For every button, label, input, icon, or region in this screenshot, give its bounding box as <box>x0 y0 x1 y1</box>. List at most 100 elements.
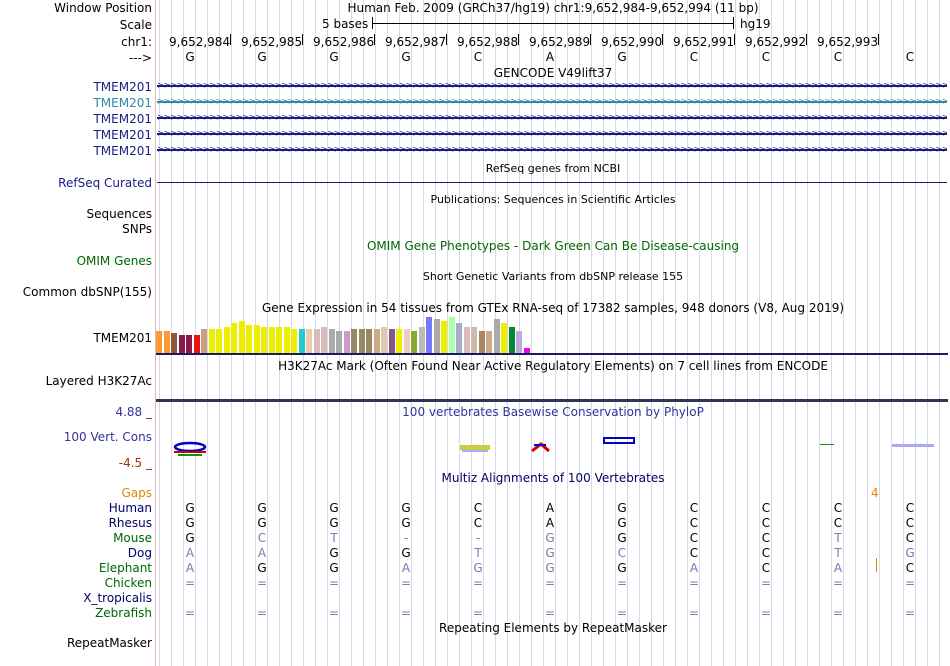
publications-track-title: Publications: Sequences in Scientific Ar… <box>430 193 676 206</box>
omim-genes-label[interactable]: OMIM Genes <box>76 254 152 268</box>
gtex-tissue-bar[interactable] <box>253 325 260 353</box>
gtex-tissue-bar[interactable] <box>178 335 185 353</box>
reference-base: G <box>185 50 195 64</box>
gtex-tissue-bar[interactable] <box>291 329 297 353</box>
gtex-tissue-bar[interactable] <box>366 329 372 353</box>
gtex-tissue-bar[interactable] <box>351 329 357 353</box>
cons-max-label: 4.88 _ <box>115 405 152 419</box>
gene-label-tmem201-1[interactable]: TMEM201 <box>93 80 152 94</box>
sequences-label[interactable]: Sequences <box>86 207 152 221</box>
gtex-tissue-bar[interactable] <box>426 317 432 353</box>
gtex-tissue-bar[interactable] <box>343 331 350 353</box>
refseq-gene-line[interactable] <box>157 182 947 183</box>
gene-strand-arrows: >>>>>>>>>>>>>>>>>>>>>>>>>>>>>>>>>>>>>>>>… <box>157 146 947 154</box>
gtex-tissue-bar[interactable] <box>456 323 462 353</box>
refseq-curated-label[interactable]: RefSeq Curated <box>58 176 152 190</box>
aligned-base: G <box>545 546 555 560</box>
gene-intron-line[interactable] <box>157 85 947 87</box>
aligned-base: T <box>834 531 842 545</box>
scale-label: Scale <box>119 18 152 32</box>
refseq-track-title: RefSeq genes from NCBI <box>485 162 621 175</box>
gtex-tissue-bar[interactable] <box>523 348 530 353</box>
gene-label-tmem201-4[interactable]: TMEM201 <box>93 128 152 142</box>
gtex-tissue-bar[interactable] <box>163 331 170 353</box>
cons-sequence-logo[interactable] <box>156 432 950 462</box>
gtex-tissue-bar[interactable] <box>441 321 447 353</box>
gtex-tissue-bar[interactable] <box>336 331 342 353</box>
gtex-tissue-bar[interactable] <box>313 329 320 353</box>
snps-label[interactable]: SNPs <box>122 222 152 236</box>
ruler-tick <box>518 34 519 45</box>
gtex-tissue-bar[interactable] <box>463 327 470 353</box>
grid-line <box>447 0 448 666</box>
gtex-tissue-bar[interactable] <box>358 329 365 353</box>
scale-bar-right-end <box>733 17 734 29</box>
gtex-tissue-bar[interactable] <box>388 329 395 353</box>
reference-base: C <box>689 50 699 64</box>
gtex-tissue-bar[interactable] <box>238 321 245 353</box>
aligned-base: C <box>689 516 699 530</box>
gene-label-tmem201-2[interactable]: TMEM201 <box>93 96 152 110</box>
gtex-tissue-bar[interactable] <box>268 327 275 353</box>
grid-line <box>663 0 664 666</box>
grid-line <box>207 0 208 666</box>
gtex-tissue-bar[interactable] <box>298 329 305 353</box>
gtex-tissue-bar[interactable] <box>493 319 500 353</box>
species-label-zebrafish: Zebrafish <box>95 606 152 620</box>
grid-line <box>807 0 808 666</box>
ruler-tick <box>878 34 879 45</box>
gene-intron-line[interactable] <box>157 133 947 135</box>
gtex-tissue-bar[interactable] <box>171 333 177 353</box>
gtex-tissue-bar[interactable] <box>486 331 492 353</box>
gtex-tissue-bar[interactable] <box>433 319 440 353</box>
gtex-tissue-bar[interactable] <box>418 327 425 353</box>
gtex-tissue-bar[interactable] <box>373 329 380 353</box>
gtex-tissue-bar[interactable] <box>321 327 327 353</box>
gtex-gene-label[interactable]: TMEM201 <box>93 331 152 345</box>
gtex-tissue-bar[interactable] <box>261 327 267 353</box>
aligned-base: C <box>833 501 843 515</box>
common-dbsnp-label[interactable]: Common dbSNP(155) <box>22 285 152 299</box>
gtex-tissue-bar[interactable] <box>193 335 200 353</box>
gtex-tissue-bar[interactable] <box>403 329 410 353</box>
gene-label-tmem201-5[interactable]: TMEM201 <box>93 144 152 158</box>
layered-h3k27ac-label[interactable]: Layered H3K27Ac <box>45 374 152 388</box>
gene-intron-line[interactable] <box>157 101 947 103</box>
gtex-tissue-bar[interactable] <box>216 329 222 353</box>
aligned-base: A <box>185 561 195 575</box>
gtex-tissue-bar[interactable] <box>276 327 282 353</box>
repeatmasker-label[interactable]: RepeatMasker <box>66 636 152 650</box>
gene-intron-line[interactable] <box>157 117 947 119</box>
gtex-tissue-bar[interactable] <box>516 331 522 353</box>
gtex-tissue-bar[interactable] <box>283 327 290 353</box>
gtex-tissue-bar[interactable] <box>156 331 162 353</box>
gtex-bar-chart[interactable] <box>156 316 536 353</box>
gtex-tissue-bar[interactable] <box>411 331 417 353</box>
gtex-tissue-bar[interactable] <box>201 329 207 353</box>
gene-intron-line[interactable] <box>157 149 947 151</box>
gtex-tissue-bar[interactable] <box>186 335 192 353</box>
grid-line <box>507 0 508 666</box>
gene-label-tmem201-3[interactable]: TMEM201 <box>93 112 152 126</box>
gtex-tissue-bar[interactable] <box>208 329 215 353</box>
gtex-tissue-bar[interactable] <box>231 323 237 353</box>
gtex-tissue-bar[interactable] <box>501 323 507 353</box>
aligned-base: G <box>185 516 195 530</box>
aligned-base: T <box>474 546 482 560</box>
gtex-tissue-bar[interactable] <box>223 327 230 353</box>
h3k27ac-signal-band[interactable] <box>156 399 948 402</box>
gtex-tissue-bar[interactable] <box>306 329 312 353</box>
gtex-tissue-bar[interactable] <box>328 329 335 353</box>
gtex-tissue-bar[interactable] <box>396 329 402 353</box>
gtex-tissue-bar[interactable] <box>448 317 455 353</box>
gtex-tissue-bar[interactable] <box>471 327 477 353</box>
gtex-tissue-bar[interactable] <box>508 327 515 353</box>
aligned-base: G <box>185 531 195 545</box>
gtex-tissue-bar[interactable] <box>246 325 252 353</box>
grid-line <box>747 0 748 666</box>
species-label-rhesus: Rhesus <box>108 516 152 530</box>
cons-track-label[interactable]: 100 Vert. Cons <box>63 430 152 444</box>
aligned-base: G <box>617 516 627 530</box>
gtex-tissue-bar[interactable] <box>478 331 485 353</box>
gtex-tissue-bar[interactable] <box>381 327 387 353</box>
